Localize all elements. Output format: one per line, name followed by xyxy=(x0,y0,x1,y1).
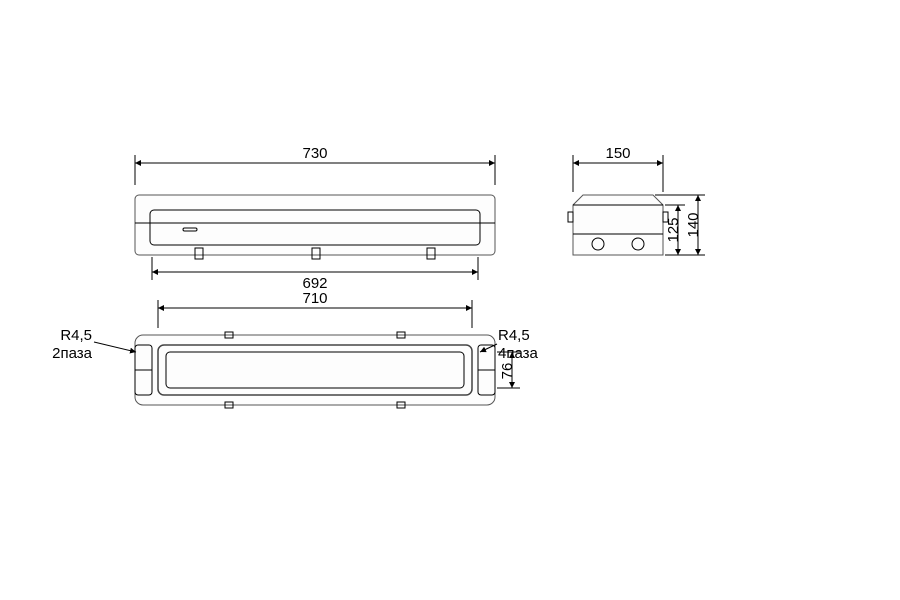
side-tab xyxy=(568,212,573,222)
label-2paza: 2паза xyxy=(52,345,93,362)
dim-710: 710 xyxy=(302,290,327,307)
dim-140: 140 xyxy=(685,212,702,237)
label-r45-right: R4,5 xyxy=(498,327,530,344)
front-view: 730 692 xyxy=(135,145,495,292)
label-4paza: 4паза xyxy=(498,345,539,362)
front-body xyxy=(135,195,495,255)
dim-125: 125 xyxy=(665,217,682,242)
leader-left xyxy=(94,342,136,352)
end-body xyxy=(573,195,663,255)
label-r45-left: R4,5 xyxy=(60,327,92,344)
dim-76: 76 xyxy=(499,363,516,380)
top-view: 710 R4,5 2паза R4,5 4паза 76 xyxy=(52,290,538,408)
dim-730: 730 xyxy=(302,145,327,162)
dim-150: 150 xyxy=(605,145,630,162)
end-view: 150 125 140 xyxy=(568,145,705,255)
